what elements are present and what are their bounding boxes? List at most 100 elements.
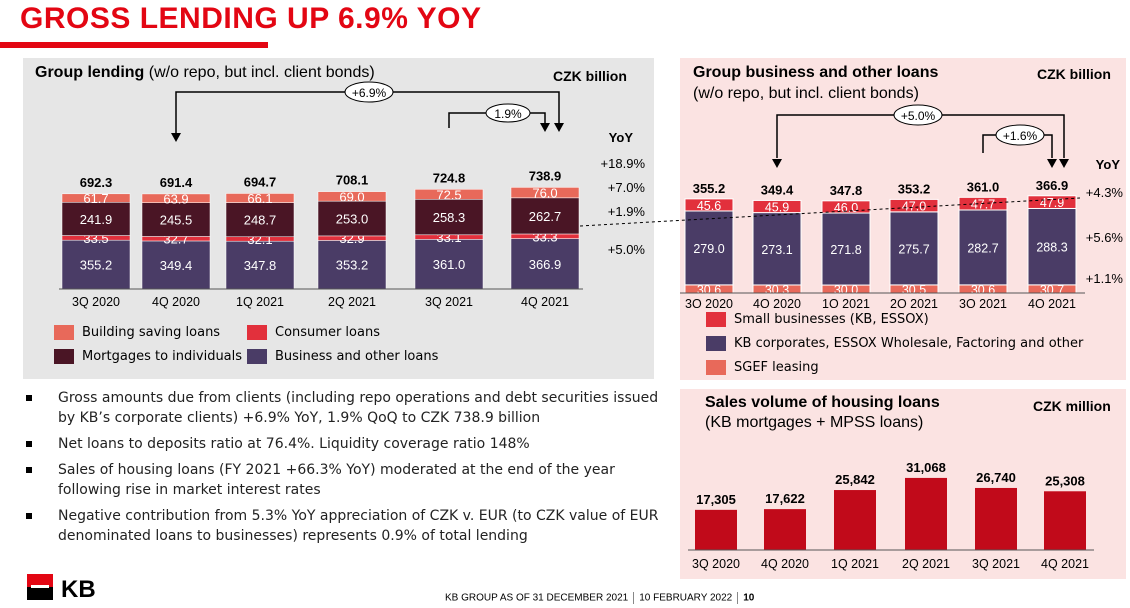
yoy-label: +1.9% — [608, 204, 646, 219]
x-tick-label: 2Q 2021 — [328, 295, 376, 309]
footer-text: KB GROUP AS OF 31 DECEMBER 2021 — [445, 592, 629, 604]
business-loans-segment — [414, 239, 484, 290]
bullet-text: Sales of housing loans (FY 2021 +66.3% Y… — [58, 462, 615, 498]
total-label: 692.3 — [80, 175, 113, 190]
business-loans-label: 353.2 — [336, 258, 369, 273]
total-label: 353.2 — [898, 181, 931, 196]
kb-corporates-label: 275.7 — [898, 242, 929, 256]
page-number: 10 — [743, 592, 755, 604]
legend-swatch — [247, 325, 267, 340]
business-loans-label: 355.2 — [80, 258, 113, 273]
building-saving-label: 66.1 — [247, 191, 272, 206]
legend-label: Small businesses (KB, ESSOX) — [734, 312, 929, 327]
housing-loans-chart: 17,305 3Q 2020 17,622 4Q 2020 25,842 1Q 2021 3… — [688, 460, 1094, 571]
yoy-growth-value: +6.9% — [352, 86, 387, 100]
group-business-title: Group business and other loans — [693, 64, 939, 81]
bullet-item: Net loans to deposits ratio at 76.4%. Li… — [26, 434, 661, 454]
legend-swatch — [54, 325, 74, 340]
legend-business-other: Business and other loans — [247, 349, 438, 364]
qoq-growth-value: 1.9% — [494, 107, 522, 121]
small-businesses-label: 45.9 — [765, 201, 789, 215]
building-saving-segment — [225, 193, 295, 203]
bullet-marker — [26, 395, 32, 401]
yoy-growth-bubble — [344, 81, 394, 103]
housing-loans-panel: Sales volume of housing loans (KB mortga… — [680, 389, 1126, 579]
kb-logo-mark: KB — [27, 574, 96, 603]
legend-label: Mortgages to individuals — [82, 349, 243, 364]
kb-corporates-label: 279.0 — [693, 242, 724, 256]
building-saving-segment — [510, 187, 580, 199]
yoy-label: +1.1% — [1086, 271, 1124, 286]
kb-logo: KB — [27, 572, 137, 603]
building-saving-segment — [61, 193, 131, 203]
legend-label: SGEF leasing — [734, 360, 819, 375]
business-loans-segment — [61, 239, 131, 290]
total-label: 691.4 — [160, 175, 193, 190]
housing-loans-title: Sales volume of housing loans — [705, 394, 940, 411]
business-loans-label: 361.0 — [433, 257, 466, 272]
x-tick-label: 2Q 2021 — [890, 297, 938, 308]
small-businesses-label: 46.0 — [834, 201, 858, 215]
group-business-unit: CZK billion — [1037, 66, 1111, 82]
legend-building-saving-loans: Building saving loans — [54, 325, 220, 340]
total-label: 355.2 — [693, 181, 726, 196]
building-saving-label: 61.7 — [83, 191, 108, 206]
bullet-marker — [26, 441, 32, 447]
small-businesses-label: 47.7 — [971, 198, 995, 212]
group-lending-unit: CZK billion — [553, 68, 627, 84]
x-tick-label: 4Q 2021 — [1028, 297, 1076, 308]
group-business-panel: Group business and other loans (w/o repo… — [680, 58, 1126, 380]
legend-label: Consumer loans — [275, 325, 380, 340]
housing-loans-bar — [695, 509, 737, 550]
qoq-growth-bubble — [995, 124, 1045, 146]
building-saving-segment — [141, 193, 211, 203]
total-label: 347.8 — [830, 183, 863, 198]
business-loans-label: 366.9 — [529, 257, 562, 272]
legend-sgef-leasing: SGEF leasing — [706, 360, 819, 375]
x-tick-label: 3Q 2020 — [72, 295, 120, 309]
housing-loans-bar — [834, 490, 876, 550]
arrow-head — [540, 123, 550, 132]
total-label: 724.8 — [433, 170, 466, 185]
footer-separator — [633, 592, 635, 604]
mortgages-segment — [317, 200, 387, 237]
arrow-head — [171, 133, 181, 142]
x-tick-label: 4Q 2020 — [761, 557, 809, 571]
x-tick-label: 3Q 2020 — [692, 557, 740, 571]
housing-loans-bar — [975, 487, 1017, 550]
x-tick-label: 2Q 2021 — [902, 557, 950, 571]
bullet-item: Negative contribution from 5.3% YoY appr… — [26, 506, 661, 546]
mortgages-label: 258.3 — [433, 210, 466, 225]
title-underline — [0, 42, 268, 48]
x-tick-label: 1Q 2021 — [822, 297, 870, 308]
total-label: 361.0 — [967, 179, 1000, 194]
legend-mortgages: Mortgages to individuals — [54, 349, 242, 364]
bullet-item: Gross amounts due from clients (includin… — [26, 388, 661, 428]
total-label: 738.9 — [529, 168, 562, 183]
x-tick-label: 1Q 2021 — [236, 295, 284, 309]
building-saving-label: 72.5 — [436, 187, 461, 202]
kb-corporates-label: 273.1 — [761, 243, 792, 257]
x-tick-label: 1Q 2021 — [831, 557, 879, 571]
mortgages-segment — [414, 199, 484, 236]
yoy-header: YoY — [1096, 157, 1121, 172]
mortgages-label: 245.5 — [160, 213, 193, 228]
business-loans-segment — [510, 238, 580, 290]
total-label: 366.9 — [1036, 178, 1069, 193]
footer-separator — [737, 592, 739, 604]
x-tick-label: 4Q 2020 — [152, 295, 200, 309]
yoy-label: +18.9% — [601, 156, 646, 171]
business-loans-segment — [225, 240, 295, 290]
building-saving-label: 63.9 — [163, 191, 188, 206]
bullet-text: Net loans to deposits ratio at 76.4%. Li… — [58, 436, 530, 452]
arrow-head — [1059, 159, 1069, 168]
bar-value-label: 25,308 — [1045, 473, 1085, 488]
business-loans-segment — [141, 240, 211, 290]
bar-value-label: 31,068 — [906, 460, 946, 475]
building-saving-label: 69.0 — [339, 189, 364, 204]
legend-label: Business and other loans — [275, 349, 439, 364]
group-lending-title: Group lending (w/o repo, but incl. clien… — [35, 64, 375, 81]
yoy-label: +4.3% — [1086, 185, 1124, 200]
